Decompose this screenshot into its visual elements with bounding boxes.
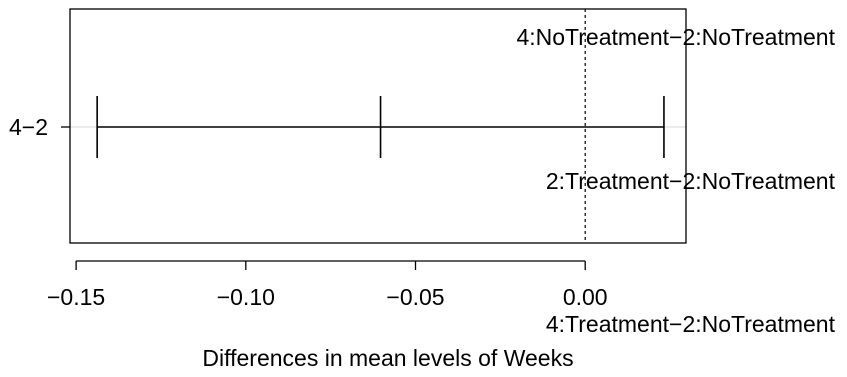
plot-frame <box>69 8 687 244</box>
annotation-4treatment-2notreatment: 4:Treatment−2:NoTreatment <box>546 311 836 337</box>
annotation-2treatment-2notreatment: 2:Treatment−2:NoTreatment <box>546 168 836 194</box>
y-tick-label: 4−2 <box>9 114 48 140</box>
interval-layer <box>96 96 665 158</box>
x-tick-label: −0.05 <box>386 284 444 310</box>
x-axis-title: Differences in mean levels of Weeks <box>202 345 573 371</box>
x-tick-label: −0.10 <box>217 284 275 310</box>
y-axis: 4−2 <box>9 114 70 140</box>
x-tick-label: −0.15 <box>47 284 105 310</box>
annotation-4notreatment-2notreatment: 4:NoTreatment−2:NoTreatment <box>516 24 835 50</box>
x-axis: −0.15 −0.10 −0.05 0.00 <box>47 260 608 310</box>
x-tick-label: 0.00 <box>563 284 608 310</box>
